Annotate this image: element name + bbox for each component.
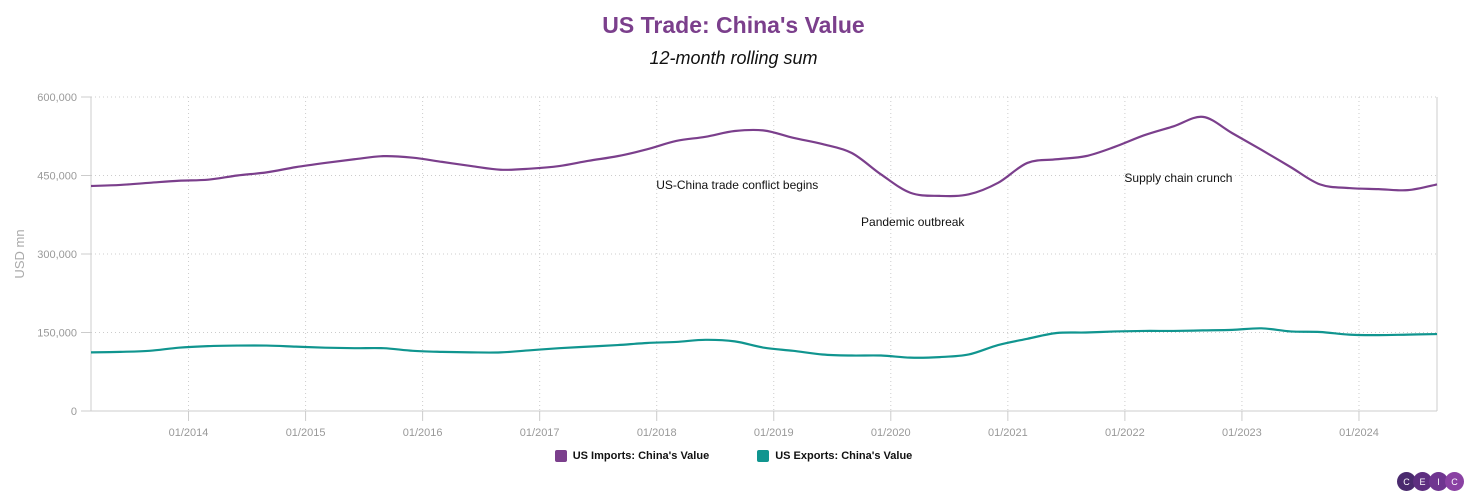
legend: US Imports: China's Value US Exports: Ch… [0,450,1467,462]
y-tick-label: 300,000 [37,249,77,261]
x-tick-label: 01/2020 [871,427,911,439]
x-tick-label: 01/2021 [988,427,1028,439]
y-tick-label: 0 [71,406,77,418]
x-tick-label: 01/2015 [286,427,326,439]
exports-series-line [90,327,1438,359]
logo-letter: E [1413,472,1432,491]
x-tick-label: 01/2014 [169,427,209,439]
x-tick-label: 01/2019 [754,427,794,439]
x-tick-label: 01/2023 [1222,427,1262,439]
legend-label-imports: US Imports: China's Value [572,450,710,462]
chart-title: US Trade: China's Value [602,12,865,38]
logo-letter: C [1397,472,1416,491]
x-tick-label: 01/2022 [1105,427,1145,439]
x-tick-label: 01/2018 [637,427,677,439]
imports-series-line [90,115,1438,198]
y-tick-label: 150,000 [37,328,77,340]
legend-swatch-imports [554,450,567,462]
annotation: US-China trade conflict begins [656,178,818,192]
logo-letter: C [1445,472,1464,491]
x-tick-label: 01/2017 [520,427,560,439]
y-tick-label: 600,000 [37,92,77,104]
legend-item-imports[interactable]: US Imports: China's Value [554,450,710,462]
x-tick-label: 01/2024 [1339,427,1379,439]
logo-letter: I [1429,472,1448,491]
y-tick-label: 450,000 [37,171,77,183]
legend-swatch-exports [757,450,770,462]
annotation: Supply chain crunch [1124,171,1232,185]
legend-label-exports: US Exports: China's Value [775,450,913,462]
y-axis-label: USD mn [12,229,27,278]
ceic-logo: C E I C [1397,472,1464,491]
legend-item-exports[interactable]: US Exports: China's Value [757,450,912,462]
annotation: Pandemic outbreak [861,215,965,229]
chart-subtitle: 12-month rolling sum [649,48,818,68]
x-tick-label: 01/2016 [403,427,443,439]
